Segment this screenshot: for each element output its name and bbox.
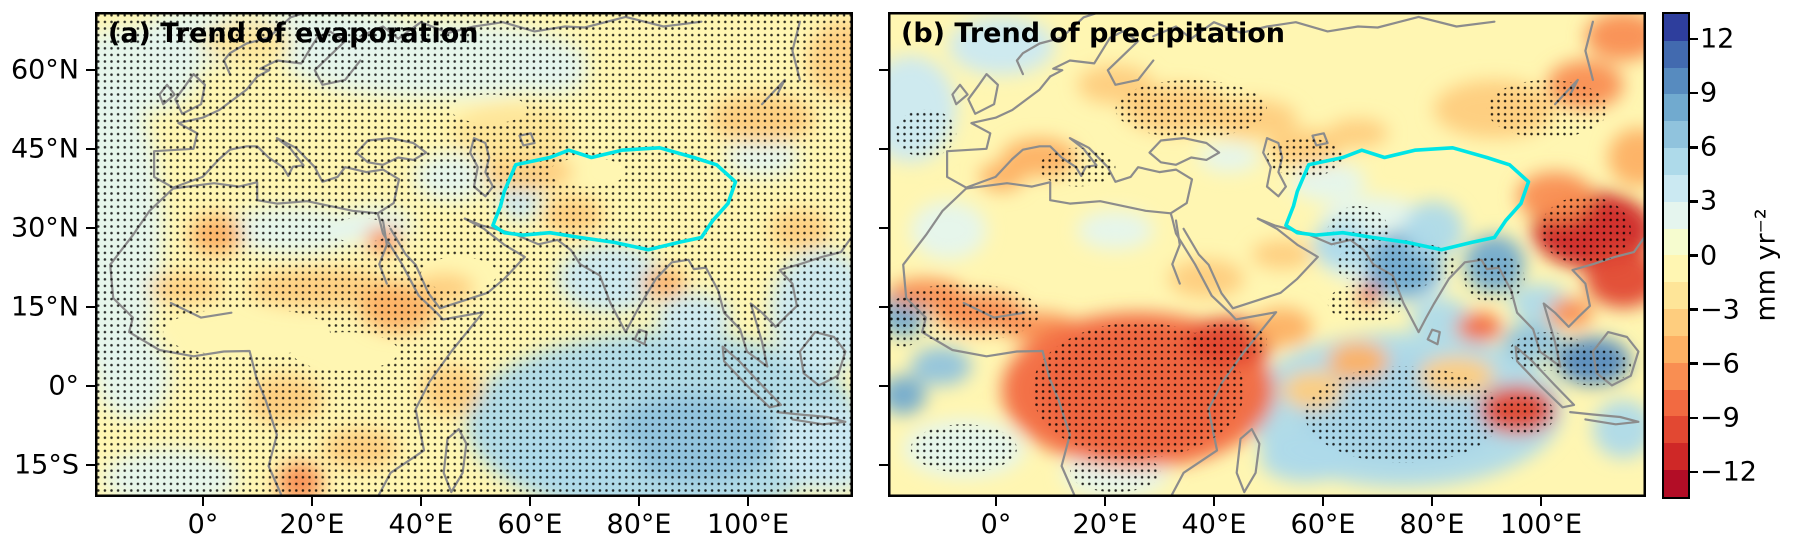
y-tick-mark: [86, 463, 95, 467]
map-panel-precipitation: (b) Trend of precipitation: [888, 12, 1646, 497]
panel-a-title: (a) Trend of evaporation: [108, 18, 479, 49]
colorbar-tick-mark: [1690, 362, 1698, 365]
colorbar-tick-mark: [1690, 91, 1698, 95]
x-axis-label: 60°E: [497, 509, 563, 540]
y-tick-mark: [86, 147, 95, 151]
colorbar-segment: [1664, 470, 1688, 497]
colorbar-tick-mark: [1690, 308, 1698, 311]
colorbar-segment: [1664, 121, 1688, 149]
x-axis-label: 0°: [187, 509, 219, 540]
colorbar-tick-label: 12: [1700, 23, 1735, 55]
x-tick-mark: [746, 497, 750, 506]
x-axis-label: 40°E: [388, 509, 454, 540]
y-axis-label: 30°N: [10, 212, 79, 244]
colorbar-tick-label: −3: [1700, 294, 1740, 326]
y-axis-label: 45°N: [10, 133, 79, 165]
map-layers: [888, 12, 1646, 497]
map-canvas-a: [95, 12, 853, 497]
colorbar-segment: [1664, 14, 1688, 41]
stippling-overlay: [888, 79, 1631, 493]
colorbar-segment: [1664, 255, 1688, 283]
colorbar-segment: [1664, 282, 1688, 310]
y-tick-mark: [879, 68, 888, 72]
y-tick-mark: [879, 305, 888, 309]
x-tick-mark: [419, 497, 423, 506]
y-tick-mark: [86, 384, 95, 388]
colorbar-tick-label: −12: [1700, 456, 1757, 488]
map-layers: [95, 12, 853, 497]
colorbar-tick-mark: [1690, 37, 1698, 41]
y-tick-mark: [879, 384, 888, 388]
colorbar-tick-label: 9: [1700, 77, 1718, 109]
colorbar-tick-label: 6: [1700, 131, 1718, 163]
colorbar-tick-mark: [1690, 416, 1698, 420]
x-axis-label: 100°E: [1499, 509, 1583, 540]
colorbar: [1662, 12, 1690, 499]
x-axis-label: 80°E: [1399, 509, 1465, 540]
x-tick-mark: [637, 497, 641, 506]
colorbar-segment: [1664, 201, 1688, 229]
colorbar-segment: [1664, 335, 1688, 363]
x-axis-label: 20°E: [279, 509, 345, 540]
x-tick-mark: [528, 497, 532, 506]
y-axis-label: 15°S: [14, 449, 79, 481]
x-axis-label: 20°E: [1072, 509, 1138, 540]
x-tick-mark: [994, 497, 998, 506]
tibetan-plateau-outline: [491, 146, 738, 252]
colorbar-segment: [1664, 67, 1688, 95]
x-tick-mark: [1212, 497, 1216, 506]
colorbar-segment: [1664, 40, 1688, 68]
y-tick-mark: [879, 147, 888, 151]
colorbar-tick-label: −6: [1700, 348, 1740, 380]
y-tick-mark: [86, 226, 95, 230]
colorbar-segment: [1664, 443, 1688, 471]
colorbar-tick-mark: [1690, 254, 1698, 257]
map-canvas-b: [888, 12, 1646, 497]
x-axis-label: 80°E: [606, 509, 672, 540]
y-axis-label: 0°: [48, 370, 79, 402]
y-axis-label: 60°N: [10, 54, 79, 86]
map-panel-evaporation: (a) Trend of evaporation: [95, 12, 853, 497]
panel-border: [888, 12, 1646, 497]
colorbar-segment: [1664, 309, 1688, 336]
y-tick-mark: [86, 305, 95, 309]
colorbar-tick-label: 3: [1700, 185, 1718, 217]
colorbar-segment: [1664, 94, 1688, 122]
y-tick-mark: [86, 68, 95, 72]
x-axis-label: 0°: [980, 509, 1012, 540]
y-tick-mark: [879, 226, 888, 230]
colorbar-segment: [1664, 174, 1688, 202]
colorbar-tick-mark: [1690, 200, 1698, 203]
colorbar-segment: [1664, 389, 1688, 417]
colorbar-tick-mark: [1690, 146, 1698, 149]
x-tick-mark: [1539, 497, 1543, 506]
colorbar-tick-mark: [1690, 470, 1698, 474]
x-axis-label: 60°E: [1290, 509, 1356, 540]
colorbar-segment: [1664, 362, 1688, 390]
colorbar-segment: [1664, 228, 1688, 256]
colorbar-tick-label: −9: [1700, 402, 1740, 434]
x-tick-mark: [1430, 497, 1434, 506]
x-axis-label: 100°E: [706, 509, 790, 540]
panel-border: [95, 12, 853, 497]
x-tick-mark: [1321, 497, 1325, 506]
y-axis-label: 15°N: [10, 291, 79, 323]
x-tick-mark: [310, 497, 314, 506]
colorbar-segment: [1664, 148, 1688, 175]
x-tick-mark: [201, 497, 205, 506]
panel-b-title: (b) Trend of precipitation: [901, 18, 1285, 49]
colorbar-tick-label: 0: [1700, 240, 1718, 271]
colorbar-segment: [1664, 416, 1688, 444]
stippling-overlay: [95, 12, 853, 497]
colorbar-unit-label: mm yr⁻²: [1750, 208, 1782, 322]
y-tick-mark: [879, 463, 888, 467]
tibetan-plateau-outline: [1284, 146, 1531, 252]
x-tick-mark: [1103, 497, 1107, 506]
x-axis-label: 40°E: [1181, 509, 1247, 540]
